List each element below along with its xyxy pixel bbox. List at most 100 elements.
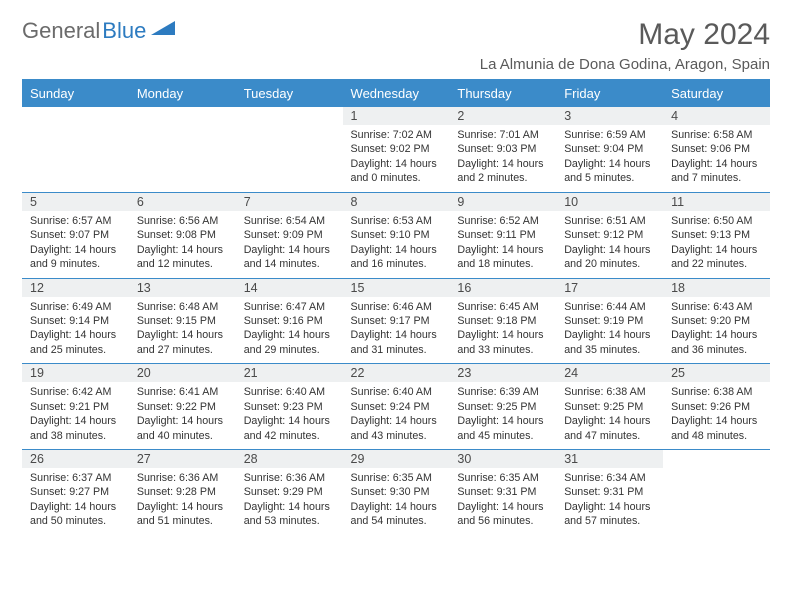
weekday-header: Sunday [22, 80, 129, 107]
sunrise-text: Sunrise: 6:46 AM [351, 300, 442, 314]
header: GeneralBlue May 2024 La Almunia de Dona … [22, 18, 770, 73]
sunset-text: Sunset: 9:10 PM [351, 228, 442, 242]
day-detail-cell: Sunrise: 6:49 AMSunset: 9:14 PMDaylight:… [22, 297, 129, 364]
daylight-text: Daylight: 14 hours and 36 minutes. [671, 328, 762, 357]
sunset-text: Sunset: 9:18 PM [457, 314, 548, 328]
sunrise-text: Sunrise: 6:36 AM [244, 471, 335, 485]
day-detail-cell: Sunrise: 6:59 AMSunset: 9:04 PMDaylight:… [556, 125, 663, 192]
weekday-header: Thursday [449, 80, 556, 107]
daylight-text: Daylight: 14 hours and 22 minutes. [671, 243, 762, 272]
day-number-cell: 31 [556, 450, 663, 469]
day-detail-cell: Sunrise: 6:57 AMSunset: 9:07 PMDaylight:… [22, 211, 129, 278]
day-number-cell: 19 [22, 364, 129, 383]
sunrise-text: Sunrise: 6:45 AM [457, 300, 548, 314]
daylight-text: Daylight: 14 hours and 50 minutes. [30, 500, 121, 529]
daylight-text: Daylight: 14 hours and 35 minutes. [564, 328, 655, 357]
weekday-header: Saturday [663, 80, 770, 107]
day-number-cell: 9 [449, 192, 556, 211]
sunrise-text: Sunrise: 6:59 AM [564, 128, 655, 142]
daylight-text: Daylight: 14 hours and 27 minutes. [137, 328, 228, 357]
daylight-text: Daylight: 14 hours and 16 minutes. [351, 243, 442, 272]
sunrise-text: Sunrise: 6:47 AM [244, 300, 335, 314]
sunrise-text: Sunrise: 6:51 AM [564, 214, 655, 228]
day-number-cell: 22 [343, 364, 450, 383]
day-number-cell: 4 [663, 107, 770, 126]
weekday-header: Friday [556, 80, 663, 107]
day-detail-cell: Sunrise: 6:40 AMSunset: 9:23 PMDaylight:… [236, 382, 343, 449]
sunrise-text: Sunrise: 6:41 AM [137, 385, 228, 399]
sunset-text: Sunset: 9:12 PM [564, 228, 655, 242]
title-block: May 2024 La Almunia de Dona Godina, Arag… [480, 18, 770, 73]
day-detail-cell: Sunrise: 6:39 AMSunset: 9:25 PMDaylight:… [449, 382, 556, 449]
sunset-text: Sunset: 9:11 PM [457, 228, 548, 242]
day-detail-cell: Sunrise: 6:35 AMSunset: 9:31 PMDaylight:… [449, 468, 556, 535]
sunset-text: Sunset: 9:31 PM [457, 485, 548, 499]
day-detail-cell: Sunrise: 6:47 AMSunset: 9:16 PMDaylight:… [236, 297, 343, 364]
sunset-text: Sunset: 9:28 PM [137, 485, 228, 499]
day-detail-cell: Sunrise: 6:50 AMSunset: 9:13 PMDaylight:… [663, 211, 770, 278]
daylight-text: Daylight: 14 hours and 31 minutes. [351, 328, 442, 357]
calendar-table: Sunday Monday Tuesday Wednesday Thursday… [22, 79, 770, 535]
day-number-cell: 3 [556, 107, 663, 126]
day-detail-cell: Sunrise: 6:54 AMSunset: 9:09 PMDaylight:… [236, 211, 343, 278]
day-number-cell: 6 [129, 192, 236, 211]
day-detail-cell: Sunrise: 6:52 AMSunset: 9:11 PMDaylight:… [449, 211, 556, 278]
daylight-text: Daylight: 14 hours and 25 minutes. [30, 328, 121, 357]
sunrise-text: Sunrise: 6:42 AM [30, 385, 121, 399]
month-title: May 2024 [480, 18, 770, 52]
day-number-cell: 27 [129, 450, 236, 469]
day-number-cell: 28 [236, 450, 343, 469]
weekday-header: Wednesday [343, 80, 450, 107]
sunset-text: Sunset: 9:21 PM [30, 400, 121, 414]
daylight-text: Daylight: 14 hours and 43 minutes. [351, 414, 442, 443]
sunrise-text: Sunrise: 6:38 AM [564, 385, 655, 399]
day-detail-cell: Sunrise: 6:42 AMSunset: 9:21 PMDaylight:… [22, 382, 129, 449]
sunset-text: Sunset: 9:02 PM [351, 142, 442, 156]
day-number-cell: 25 [663, 364, 770, 383]
weekday-header: Monday [129, 80, 236, 107]
day-number-cell [129, 107, 236, 126]
sunrise-text: Sunrise: 6:40 AM [351, 385, 442, 399]
sunset-text: Sunset: 9:13 PM [671, 228, 762, 242]
sunset-text: Sunset: 9:20 PM [671, 314, 762, 328]
daylight-text: Daylight: 14 hours and 7 minutes. [671, 157, 762, 186]
day-number-cell [22, 107, 129, 126]
sunset-text: Sunset: 9:25 PM [457, 400, 548, 414]
sunset-text: Sunset: 9:29 PM [244, 485, 335, 499]
day-number-cell [236, 107, 343, 126]
sunset-text: Sunset: 9:16 PM [244, 314, 335, 328]
logo: GeneralBlue [22, 18, 177, 44]
daylight-text: Daylight: 14 hours and 0 minutes. [351, 157, 442, 186]
day-detail-cell: Sunrise: 6:43 AMSunset: 9:20 PMDaylight:… [663, 297, 770, 364]
sunrise-text: Sunrise: 6:50 AM [671, 214, 762, 228]
day-number-row: 19202122232425 [22, 364, 770, 383]
daylight-text: Daylight: 14 hours and 12 minutes. [137, 243, 228, 272]
day-detail-cell: Sunrise: 6:34 AMSunset: 9:31 PMDaylight:… [556, 468, 663, 535]
sunrise-text: Sunrise: 7:02 AM [351, 128, 442, 142]
day-detail-cell: Sunrise: 6:40 AMSunset: 9:24 PMDaylight:… [343, 382, 450, 449]
sunset-text: Sunset: 9:24 PM [351, 400, 442, 414]
sunrise-text: Sunrise: 6:35 AM [351, 471, 442, 485]
day-number-row: 1234 [22, 107, 770, 126]
daylight-text: Daylight: 14 hours and 33 minutes. [457, 328, 548, 357]
daylight-text: Daylight: 14 hours and 48 minutes. [671, 414, 762, 443]
sunrise-text: Sunrise: 6:49 AM [30, 300, 121, 314]
sunset-text: Sunset: 9:22 PM [137, 400, 228, 414]
day-detail-row: Sunrise: 6:49 AMSunset: 9:14 PMDaylight:… [22, 297, 770, 364]
day-detail-cell: Sunrise: 6:58 AMSunset: 9:06 PMDaylight:… [663, 125, 770, 192]
sunrise-text: Sunrise: 6:34 AM [564, 471, 655, 485]
day-detail-row: Sunrise: 7:02 AMSunset: 9:02 PMDaylight:… [22, 125, 770, 192]
day-number-cell: 26 [22, 450, 129, 469]
day-number-cell [663, 450, 770, 469]
day-detail-row: Sunrise: 6:57 AMSunset: 9:07 PMDaylight:… [22, 211, 770, 278]
weekday-header-row: Sunday Monday Tuesday Wednesday Thursday… [22, 80, 770, 107]
day-number-cell: 7 [236, 192, 343, 211]
day-number-cell: 12 [22, 278, 129, 297]
daylight-text: Daylight: 14 hours and 20 minutes. [564, 243, 655, 272]
daylight-text: Daylight: 14 hours and 18 minutes. [457, 243, 548, 272]
sunrise-text: Sunrise: 6:53 AM [351, 214, 442, 228]
sunrise-text: Sunrise: 6:38 AM [671, 385, 762, 399]
sunset-text: Sunset: 9:17 PM [351, 314, 442, 328]
sunrise-text: Sunrise: 6:39 AM [457, 385, 548, 399]
sunset-text: Sunset: 9:07 PM [30, 228, 121, 242]
